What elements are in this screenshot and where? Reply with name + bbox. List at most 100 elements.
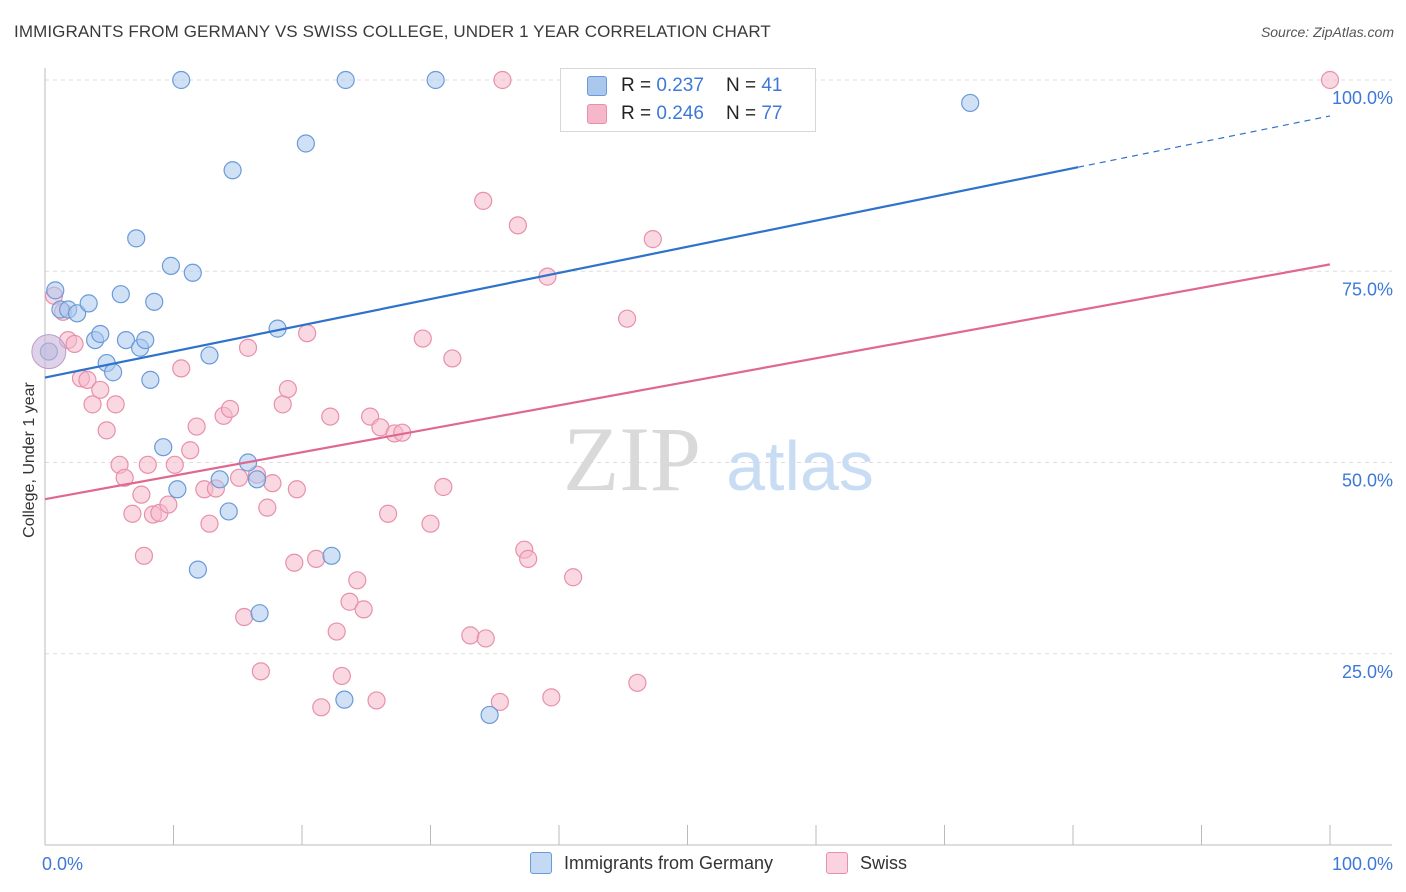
swiss-point: [238, 338, 258, 357]
swiss-point: [508, 216, 527, 235]
swiss-point: [278, 379, 297, 399]
swiss-point: [200, 514, 219, 533]
swiss-point: [413, 329, 432, 348]
x-tick-label: 100.0%: [1332, 854, 1393, 874]
swiss-point: [97, 421, 116, 440]
swiss-point: [321, 407, 340, 426]
swiss-point: [643, 230, 662, 249]
swiss-point: [327, 622, 346, 641]
swiss-point: [91, 380, 110, 399]
germany-point: [335, 690, 354, 709]
swiss-point: [172, 359, 191, 378]
germany-swatch: [587, 76, 607, 96]
germany-point: [145, 292, 164, 311]
n-label: N =: [725, 75, 757, 96]
r-value: 0.237: [656, 75, 704, 96]
y-tick-label: 75.0%: [1342, 279, 1393, 299]
germany-point: [127, 229, 146, 248]
swiss-point: [229, 468, 249, 487]
swiss-point: [378, 504, 398, 523]
germany-point: [183, 263, 202, 282]
cluster-point: [31, 334, 67, 370]
swiss-point: [340, 592, 359, 611]
germany-point: [154, 438, 173, 457]
swiss-swatch: [587, 104, 607, 124]
axes: [44, 68, 1392, 846]
swiss-point: [367, 691, 386, 710]
swiss-point: [115, 468, 134, 487]
swiss-point: [474, 191, 493, 210]
legend-label-germany: Immigrants from Germany: [564, 852, 774, 873]
swiss-point: [285, 553, 304, 572]
y-tick-label: 50.0%: [1342, 471, 1393, 491]
swiss-point: [138, 455, 157, 474]
x-tick-label: 0.0%: [42, 854, 83, 874]
n-value: 41: [761, 75, 783, 96]
swiss-point: [106, 395, 125, 414]
germany-point: [219, 502, 238, 521]
germany-point: [200, 346, 219, 365]
germany-point: [136, 331, 155, 350]
germany-point: [68, 304, 87, 323]
gridlines: [45, 79, 1392, 655]
swiss-point: [263, 474, 282, 493]
chart-title: IMMIGRANTS FROM GERMANY VS SWISS COLLEGE…: [14, 22, 771, 41]
germany-point: [247, 470, 267, 489]
swiss-point: [307, 549, 326, 568]
n-label: N =: [725, 103, 757, 124]
swiss-trendline: [44, 263, 1331, 501]
n-value: 77: [761, 103, 783, 124]
swiss-point: [298, 324, 317, 343]
y-tick-label: 100.0%: [1332, 88, 1393, 108]
r-label: R =: [621, 75, 652, 96]
swiss-point: [519, 549, 538, 568]
swiss-point: [258, 498, 277, 517]
germany-point: [188, 560, 208, 579]
swiss-point: [542, 688, 561, 707]
swiss-point: [134, 546, 154, 565]
swiss-point: [159, 495, 178, 514]
germany-point: [322, 546, 341, 565]
swiss-point: [332, 666, 351, 686]
germany-point: [961, 93, 980, 113]
germany-point: [161, 256, 181, 275]
swiss-point: [421, 514, 440, 533]
tick-labels: 25.0% 50.0% 75.0% 100.0% 0.0% 100.0%: [42, 88, 1393, 874]
swiss-point: [181, 441, 200, 460]
germany-trendline-extension: [1078, 115, 1331, 168]
germany-point: [79, 294, 98, 313]
germany-point: [111, 285, 130, 304]
y-tick-label: 25.0%: [1342, 662, 1393, 682]
legend-row-germany: R = 0.237 N = 41: [587, 73, 782, 99]
germany-point: [91, 324, 110, 344]
germany-point: [210, 470, 229, 489]
germany-point: [168, 480, 187, 499]
swiss-point: [287, 480, 306, 499]
trendlines: [44, 115, 1331, 501]
swiss-point: [434, 477, 453, 497]
swiss-point: [123, 504, 142, 523]
swiss-point: [83, 395, 102, 414]
swiss-point: [476, 629, 495, 648]
swiss-point: [493, 70, 512, 90]
swiss-point: [461, 626, 480, 645]
swiss-point: [165, 455, 184, 474]
legend-label-swiss: Swiss: [860, 852, 908, 873]
swiss-point: [564, 568, 583, 587]
germany-point: [104, 363, 123, 382]
swiss-point: [220, 399, 240, 419]
swiss-point: [132, 485, 151, 504]
legend-item-swiss[interactable]: Swiss: [826, 852, 907, 874]
swiss-point: [348, 571, 367, 590]
swiss-point: [443, 349, 462, 368]
swiss-point: [490, 692, 509, 712]
legend-row-swiss: R = 0.246 N = 77: [587, 101, 782, 127]
swiss-point: [628, 673, 647, 692]
r-value: 0.246: [656, 103, 704, 124]
swiss-point: [354, 600, 373, 619]
correlation-legend: R = 0.237 N = 41 R = 0.246 N = 77: [560, 68, 816, 132]
legend-item-germany[interactable]: Immigrants from Germany: [530, 852, 773, 874]
germany-swatch: [530, 852, 552, 874]
swiss-point: [65, 334, 84, 354]
